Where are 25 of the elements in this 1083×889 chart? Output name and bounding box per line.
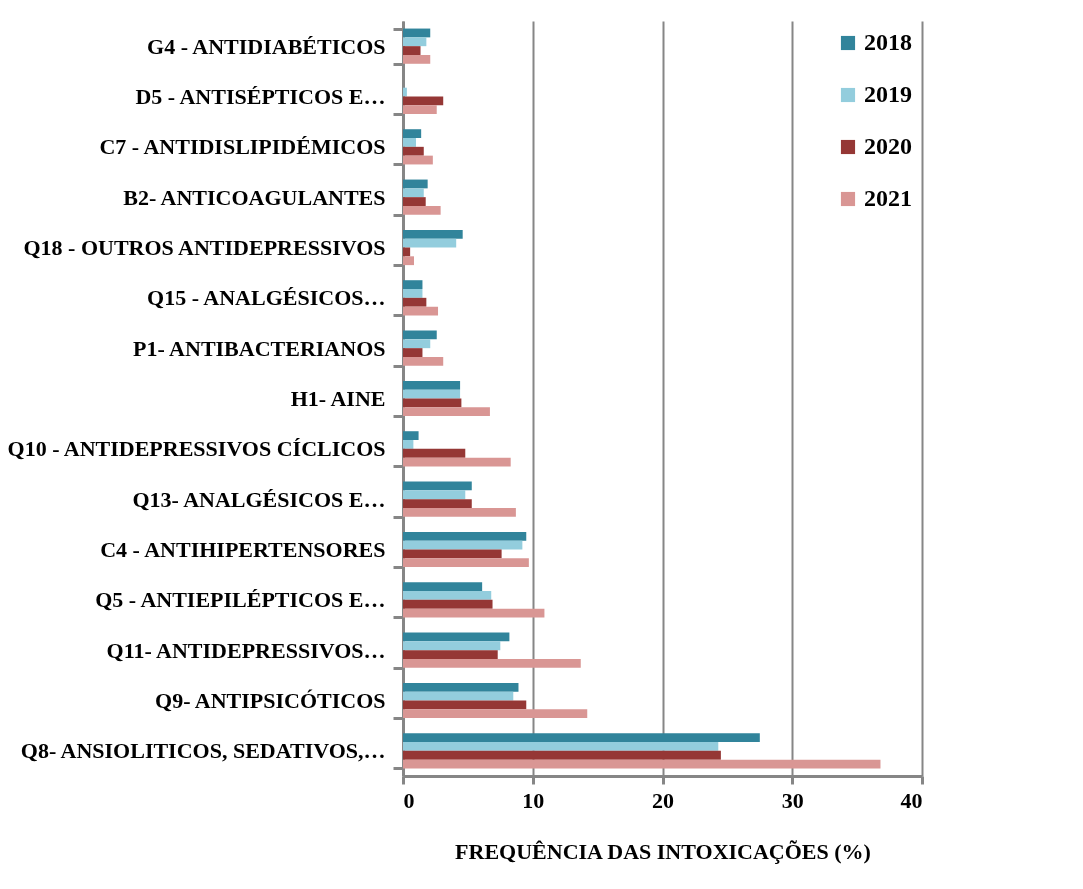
y-tick-label: Q5 - ANTIEPILÉPTICOS E…	[95, 587, 386, 613]
y-tick-label: Q18 - OUTROS ANTIDEPRESSIVOS	[23, 235, 386, 260]
y-tick-label: Q15 - ANALGÉSICOS…	[147, 285, 386, 311]
y-tick-label: Q13- ANALGÉSICOS E…	[132, 486, 386, 512]
y-tick-label: Q9- ANTIPSICÓTICOS	[155, 688, 386, 713]
y-tick-label: C7 - ANTIDISLIPIDÉMICOS	[99, 134, 386, 160]
y-tick-label: D5 - ANTISÉPTICOS E…	[135, 84, 386, 109]
y-tick-label: H1- AINE	[290, 386, 386, 411]
x-tick-label: 10	[522, 787, 545, 813]
legend-label: 2020	[864, 133, 912, 159]
x-tick-label: 30	[781, 787, 804, 813]
y-tick-label: C4 - ANTIHIPERTENSORES	[100, 537, 386, 562]
y-tick-label: Q11- ANTIDEPRESSIVOS…	[106, 637, 386, 663]
x-axis-title: FREQUÊNCIA DAS INTOXICAÇÕES (%)	[455, 838, 871, 864]
legend-label: 2019	[864, 81, 912, 107]
legend-label: 2018	[864, 29, 912, 55]
legend-label: 2021	[864, 185, 912, 211]
x-tick-label: 40	[900, 787, 923, 813]
y-tick-label: Q10 - ANTIDEPRESSIVOS CÍCLICOS	[7, 436, 386, 462]
x-tick-label: 20	[652, 787, 674, 813]
x-tick-label: 0	[403, 787, 415, 813]
y-tick-label: Q8- ANSIOLITICOS, SEDATIVOS,…	[20, 738, 386, 764]
y-tick-label: P1- ANTIBACTERIANOS	[133, 335, 386, 361]
y-tick-label: G4 - ANTIDIABÉTICOS	[147, 33, 386, 59]
y-tick-label: B2- ANTICOAGULANTES	[123, 184, 386, 210]
